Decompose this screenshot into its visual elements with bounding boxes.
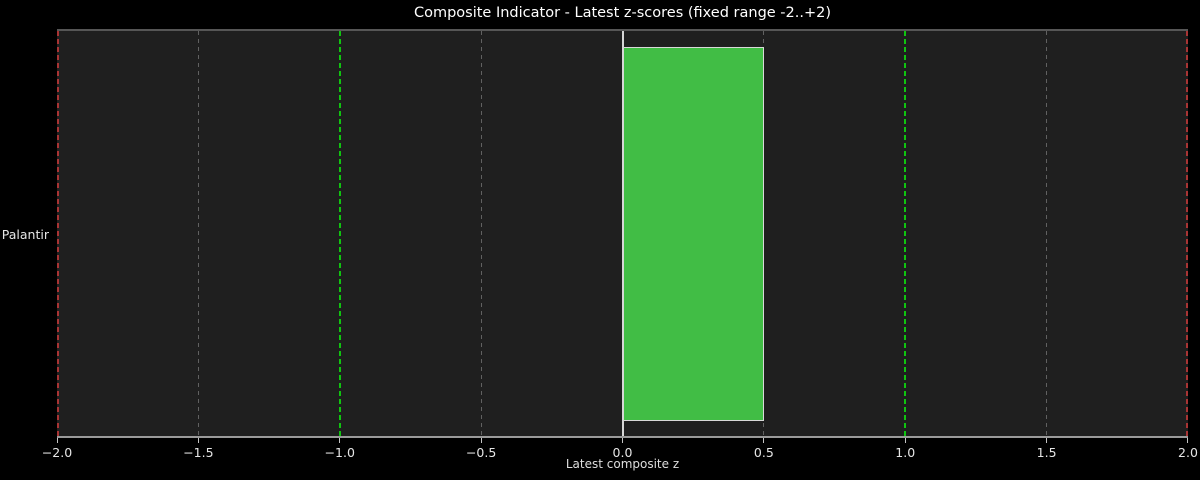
plot-area <box>57 31 1188 437</box>
x-axis: −2.0 −1.5 −1.0 −0.5 0.0 0.5 1.0 1.5 2.0 <box>42 438 1198 466</box>
x-tick-label: 0.0 <box>612 445 633 460</box>
x-tick-mark <box>480 438 482 443</box>
top-spine <box>57 29 1188 31</box>
x-tick-label: −0.5 <box>465 445 497 460</box>
gridline <box>763 31 765 437</box>
x-tick-label: 0.5 <box>753 445 774 460</box>
gridline <box>480 31 482 437</box>
upper-bound-line <box>1186 31 1188 437</box>
lower-bound-line <box>57 31 59 437</box>
y-tick-label-palantir: Palantir <box>1 227 49 242</box>
x-tick-label: −1.0 <box>324 445 355 460</box>
x-tick-label: −2.0 <box>41 445 73 460</box>
chart-title: Composite Indicator - Latest z-scores (f… <box>413 5 832 21</box>
x-tick-label: 1.0 <box>895 445 916 460</box>
x-tick-label: 1.5 <box>1036 445 1057 460</box>
gridline <box>197 31 199 437</box>
x-tick-label: 2.0 <box>1178 445 1198 460</box>
upper-threshold-line <box>904 31 907 437</box>
x-tick-mark <box>339 438 341 443</box>
zero-line <box>621 31 624 437</box>
bar-palantir <box>622 47 764 421</box>
gridline <box>1046 31 1048 437</box>
x-tick-mark <box>1046 438 1048 443</box>
bottom-spine <box>57 436 1188 438</box>
lower-threshold-line <box>338 31 341 437</box>
x-tick-mark <box>763 438 765 443</box>
x-tick-mark <box>197 438 199 443</box>
x-tick-mark <box>904 438 906 443</box>
x-tick-label: −1.5 <box>183 445 214 460</box>
x-tick-mark <box>1187 438 1188 443</box>
x-tick-mark <box>622 438 623 443</box>
x-axis-label: Latest composite z <box>565 457 680 471</box>
x-tick-mark <box>56 438 58 443</box>
